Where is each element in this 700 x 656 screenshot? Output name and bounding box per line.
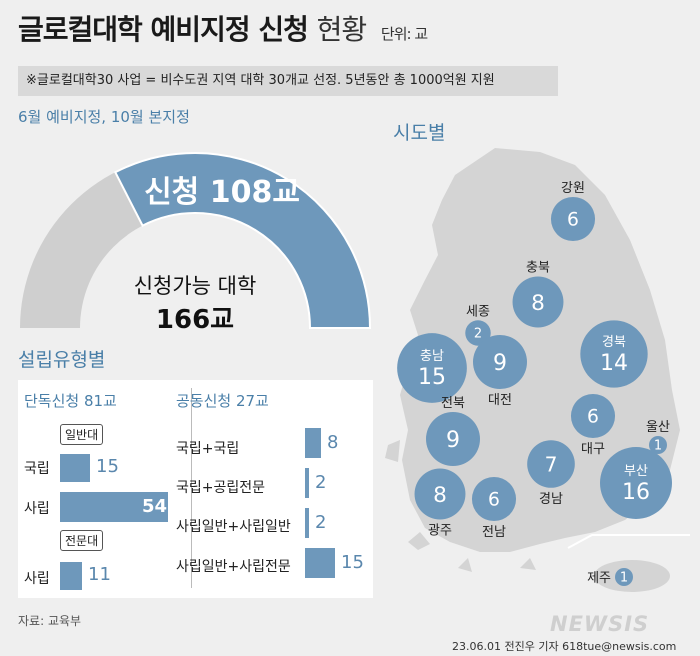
newsis-logo: NEWSIS [550,612,650,636]
gauge-fill-applied [113,152,372,329]
bar-value: 11 [88,564,111,585]
region-value: 6 [587,407,599,428]
region-value: 2 [474,327,482,342]
region-value: 8 [531,291,545,316]
region-bubble [414,468,466,520]
bar-label: 사립 [24,501,50,517]
region-value: 9 [446,428,460,453]
region-label: 충남 [420,349,444,364]
region-label: 전남 [482,525,506,540]
region-label: 대전 [488,393,512,408]
badge-university: 일반대 [60,424,104,445]
region-label: 세종 [466,304,490,319]
region-label: 울산 [646,420,670,435]
region-label: 경남 [539,492,563,507]
title-main: 글로컬대학 예비지정 신청 [18,13,309,46]
region-value: 6 [488,490,500,511]
bar-value: 54 [142,496,168,517]
region-section-title: 시도별 [393,122,446,144]
region-bubble [649,436,667,454]
bar-private-university [60,492,168,522]
type-section-title: 설립유형별 [18,349,106,371]
source-label: 자료: 교육부 [18,614,82,628]
region-bubble [473,335,527,389]
schedule-text: 6월 예비지정, 10월 본지정 [18,108,190,126]
region-bubble [615,568,633,586]
region-label: 충북 [526,261,550,276]
bar-label: 국립 [24,461,50,477]
region-value: 8 [433,483,447,508]
region-value: 6 [567,210,579,231]
bar-joint-national-national [305,428,321,458]
region-value: 1 [620,571,628,586]
region-label: 강원 [561,181,585,196]
region-bubble [580,320,648,388]
bar-national-university [60,454,90,482]
region-value: 7 [545,452,558,476]
badge-college: 전문대 [60,530,104,551]
single-application-heading: 단독신청 81교 [24,392,117,410]
region-label: 제주 [587,571,611,586]
bar-label: 국립+공립전문 [176,480,266,496]
region-bubble [397,333,467,403]
gauge-chart: 신청 108교 신청가능 대학 166교 [20,152,372,335]
bar-value: 15 [341,552,364,573]
gauge-total-label-2: 166교 [156,305,234,335]
bar-value: 2 [315,472,327,493]
region-value: 15 [418,365,446,390]
panel-divider [191,388,192,588]
region-bubble [527,440,575,488]
bar-value: 2 [315,512,327,533]
unit-label: 단위: 교 [380,25,428,43]
region-label: 부산 [624,464,648,479]
gauge-applied-label: 신청 108교 [144,175,300,210]
region-label: 전북 [441,396,465,411]
bar-joint-private-private [305,508,309,538]
credit-text: 23.06.01 전진우 기자 618tue@newsis.com [452,640,677,653]
type-bar-panel: 단독신청 81교 공동신청 27교 일반대 국립 15 사립 54 전문대 사립… [18,380,373,598]
region-label: 광주 [428,523,452,538]
bar-joint-national-public-college [305,468,309,498]
region-bubble [570,393,616,439]
region-bubble [465,320,491,346]
joint-application-heading: 공동신청 27교 [176,392,269,410]
page-title: 글로컬대학 예비지정 신청 현황 단위: 교 [18,8,428,48]
bar-value: 8 [327,432,339,453]
region-value: 16 [622,480,650,505]
bar-label: 국립+국립 [176,441,240,457]
region-bubble [471,476,517,522]
region-label: 경북 [602,335,626,350]
title-light: 현황 [316,13,368,46]
bar-label: 사립일반+사립일반 [176,519,291,535]
region-label: 대구 [581,442,605,457]
region-bubble [512,276,564,328]
bar-label: 사립 [24,571,50,587]
jeju-inset-border [567,534,690,549]
bar-private-college [60,562,82,590]
region-bubble [426,412,480,466]
region-bubble [600,447,672,519]
region-value: 1 [654,439,662,454]
region-value: 14 [600,351,628,376]
bar-label: 사립일반+사립전문 [176,559,291,575]
bar-joint-private-private-college [305,548,335,578]
korea-map-coast-islands [385,440,536,572]
program-note: ※글로컬대학30 사업 = 비수도권 지역 대학 30개교 선정. 5년동안 총… [18,66,558,96]
region-bubble [550,196,596,242]
gauge-total-label-1: 신청가능 대학 [134,274,257,298]
bar-value: 15 [96,456,119,477]
region-value: 9 [493,351,507,376]
